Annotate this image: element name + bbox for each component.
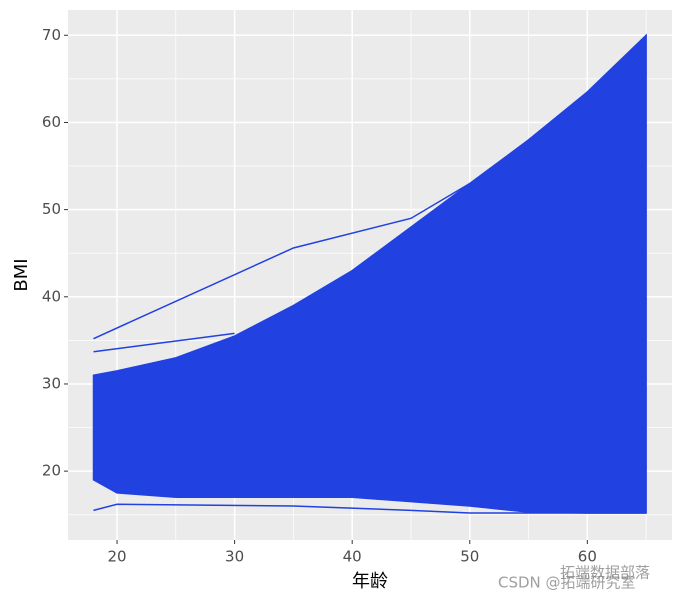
- y-tick-label: 40: [42, 287, 61, 305]
- line: [93, 503, 647, 514]
- x-tick-label: 60: [578, 548, 597, 566]
- line: [93, 182, 471, 340]
- line-band: [92, 33, 647, 514]
- x-tick-label: 40: [343, 548, 362, 566]
- watermark: 拓端数据部落: [560, 564, 650, 582]
- y-tick-label: 50: [42, 200, 61, 218]
- y-tick-label: 20: [42, 462, 61, 480]
- y-axis-title: BMI: [11, 258, 32, 291]
- line: [93, 332, 235, 353]
- x-tick-label: 20: [107, 548, 126, 566]
- x-tick-label: 50: [460, 548, 479, 566]
- y-tick-label: 70: [42, 26, 61, 44]
- x-axis-title: 年龄: [352, 571, 388, 592]
- y-tick-label: 60: [42, 113, 61, 131]
- x-tick-label: 30: [225, 548, 244, 566]
- y-tick-label: 30: [42, 374, 61, 392]
- watermark: CSDN @拓端研究室: [498, 574, 636, 592]
